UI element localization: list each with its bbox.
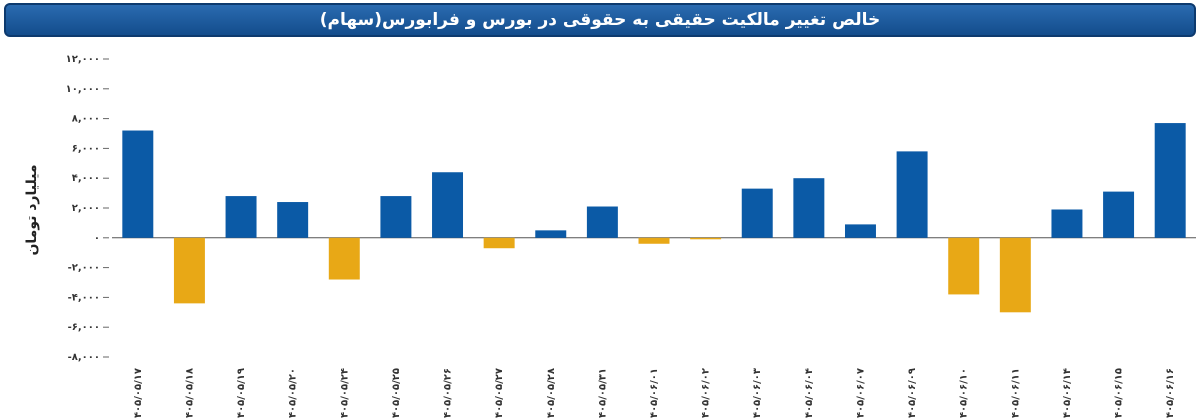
x-tick-label: ۱۴۰۵/۰۶/۱۴	[1062, 368, 1073, 418]
bar	[380, 196, 412, 238]
bar	[1154, 123, 1186, 238]
x-tick-label: ۱۴۰۵/۰۶/۱۵	[1114, 368, 1125, 418]
bar	[122, 130, 154, 238]
y-tick-label: -۸,۰۰۰	[68, 352, 100, 363]
y-tick-label: ۴,۰۰۰	[72, 173, 100, 184]
x-tick-label: ۱۴۰۵/۰۶/۱۰	[959, 368, 970, 418]
x-tick-label: ۱۴۰۵/۰۵/۲۶	[443, 368, 454, 418]
x-tick-label: ۱۴۰۵/۰۶/۱۱	[1010, 368, 1021, 418]
y-tick-label: -۶,۰۰۰	[68, 322, 100, 333]
y-tick-label: ۰	[94, 233, 100, 244]
x-tick-label: ۱۴۰۵/۰۵/۱۷	[133, 368, 144, 418]
bar	[793, 178, 825, 238]
x-tick-label: ۱۴۰۵/۰۶/۰۲	[701, 368, 712, 418]
y-tick-label: ۱۲,۰۰۰	[66, 54, 100, 65]
x-tick-label: ۱۴۰۵/۰۶/۰۷	[855, 368, 866, 418]
x-tick-label: ۱۴۰۵/۰۶/۰۹	[907, 368, 918, 418]
x-tick-label: ۱۴۰۵/۰۶/۰۴	[804, 368, 815, 418]
bar	[1051, 209, 1083, 238]
y-tick-label: -۴,۰۰۰	[68, 292, 100, 303]
bar	[638, 237, 670, 244]
bar	[690, 237, 722, 240]
bar	[1103, 191, 1135, 238]
x-tick-label: ۱۴۰۵/۰۶/۱۶	[1165, 368, 1176, 418]
x-tick-label: ۱۴۰۵/۰۵/۲۰	[288, 368, 299, 418]
bar	[277, 202, 309, 238]
x-tick-label: ۱۴۰۵/۰۵/۳۱	[597, 368, 608, 418]
bar	[225, 196, 257, 238]
x-tick-label: ۱۴۰۵/۰۶/۰۳	[752, 368, 763, 418]
bar	[483, 237, 515, 249]
x-tick-label: ۱۴۰۵/۰۶/۰۱	[649, 368, 660, 418]
bar	[896, 151, 928, 238]
bar	[844, 224, 876, 238]
bar	[741, 188, 773, 238]
bar	[328, 237, 360, 280]
x-tick-label: ۱۴۰۵/۰۵/۲۴	[339, 368, 350, 418]
x-tick-label: ۱۴۰۵/۰۵/۲۷	[494, 368, 505, 418]
y-axis-label: میلیارد تومان	[24, 164, 40, 255]
bar	[586, 206, 618, 238]
x-tick-label: ۱۴۰۵/۰۵/۱۸	[184, 368, 195, 418]
x-tick-label: ۱۴۰۵/۰۵/۱۹	[236, 368, 247, 418]
y-tick-label: -۲,۰۰۰	[68, 263, 100, 274]
y-tick-label: ۸,۰۰۰	[72, 114, 100, 125]
y-tick-label: ۱۰,۰۰۰	[66, 84, 100, 95]
y-tick-label: ۲,۰۰۰	[72, 203, 100, 214]
bar	[432, 172, 464, 238]
x-tick-label: ۱۴۰۵/۰۵/۲۸	[546, 368, 557, 418]
chart-title: خالص تغییر مالکیت حقیقی به حقوقی در بورس…	[4, 3, 1196, 37]
x-tick-label: ۱۴۰۵/۰۵/۲۵	[391, 368, 402, 418]
y-tick-label: ۶,۰۰۰	[72, 143, 100, 154]
bar	[535, 230, 567, 238]
bar	[999, 237, 1031, 313]
bar	[173, 237, 205, 304]
bar	[948, 237, 980, 295]
